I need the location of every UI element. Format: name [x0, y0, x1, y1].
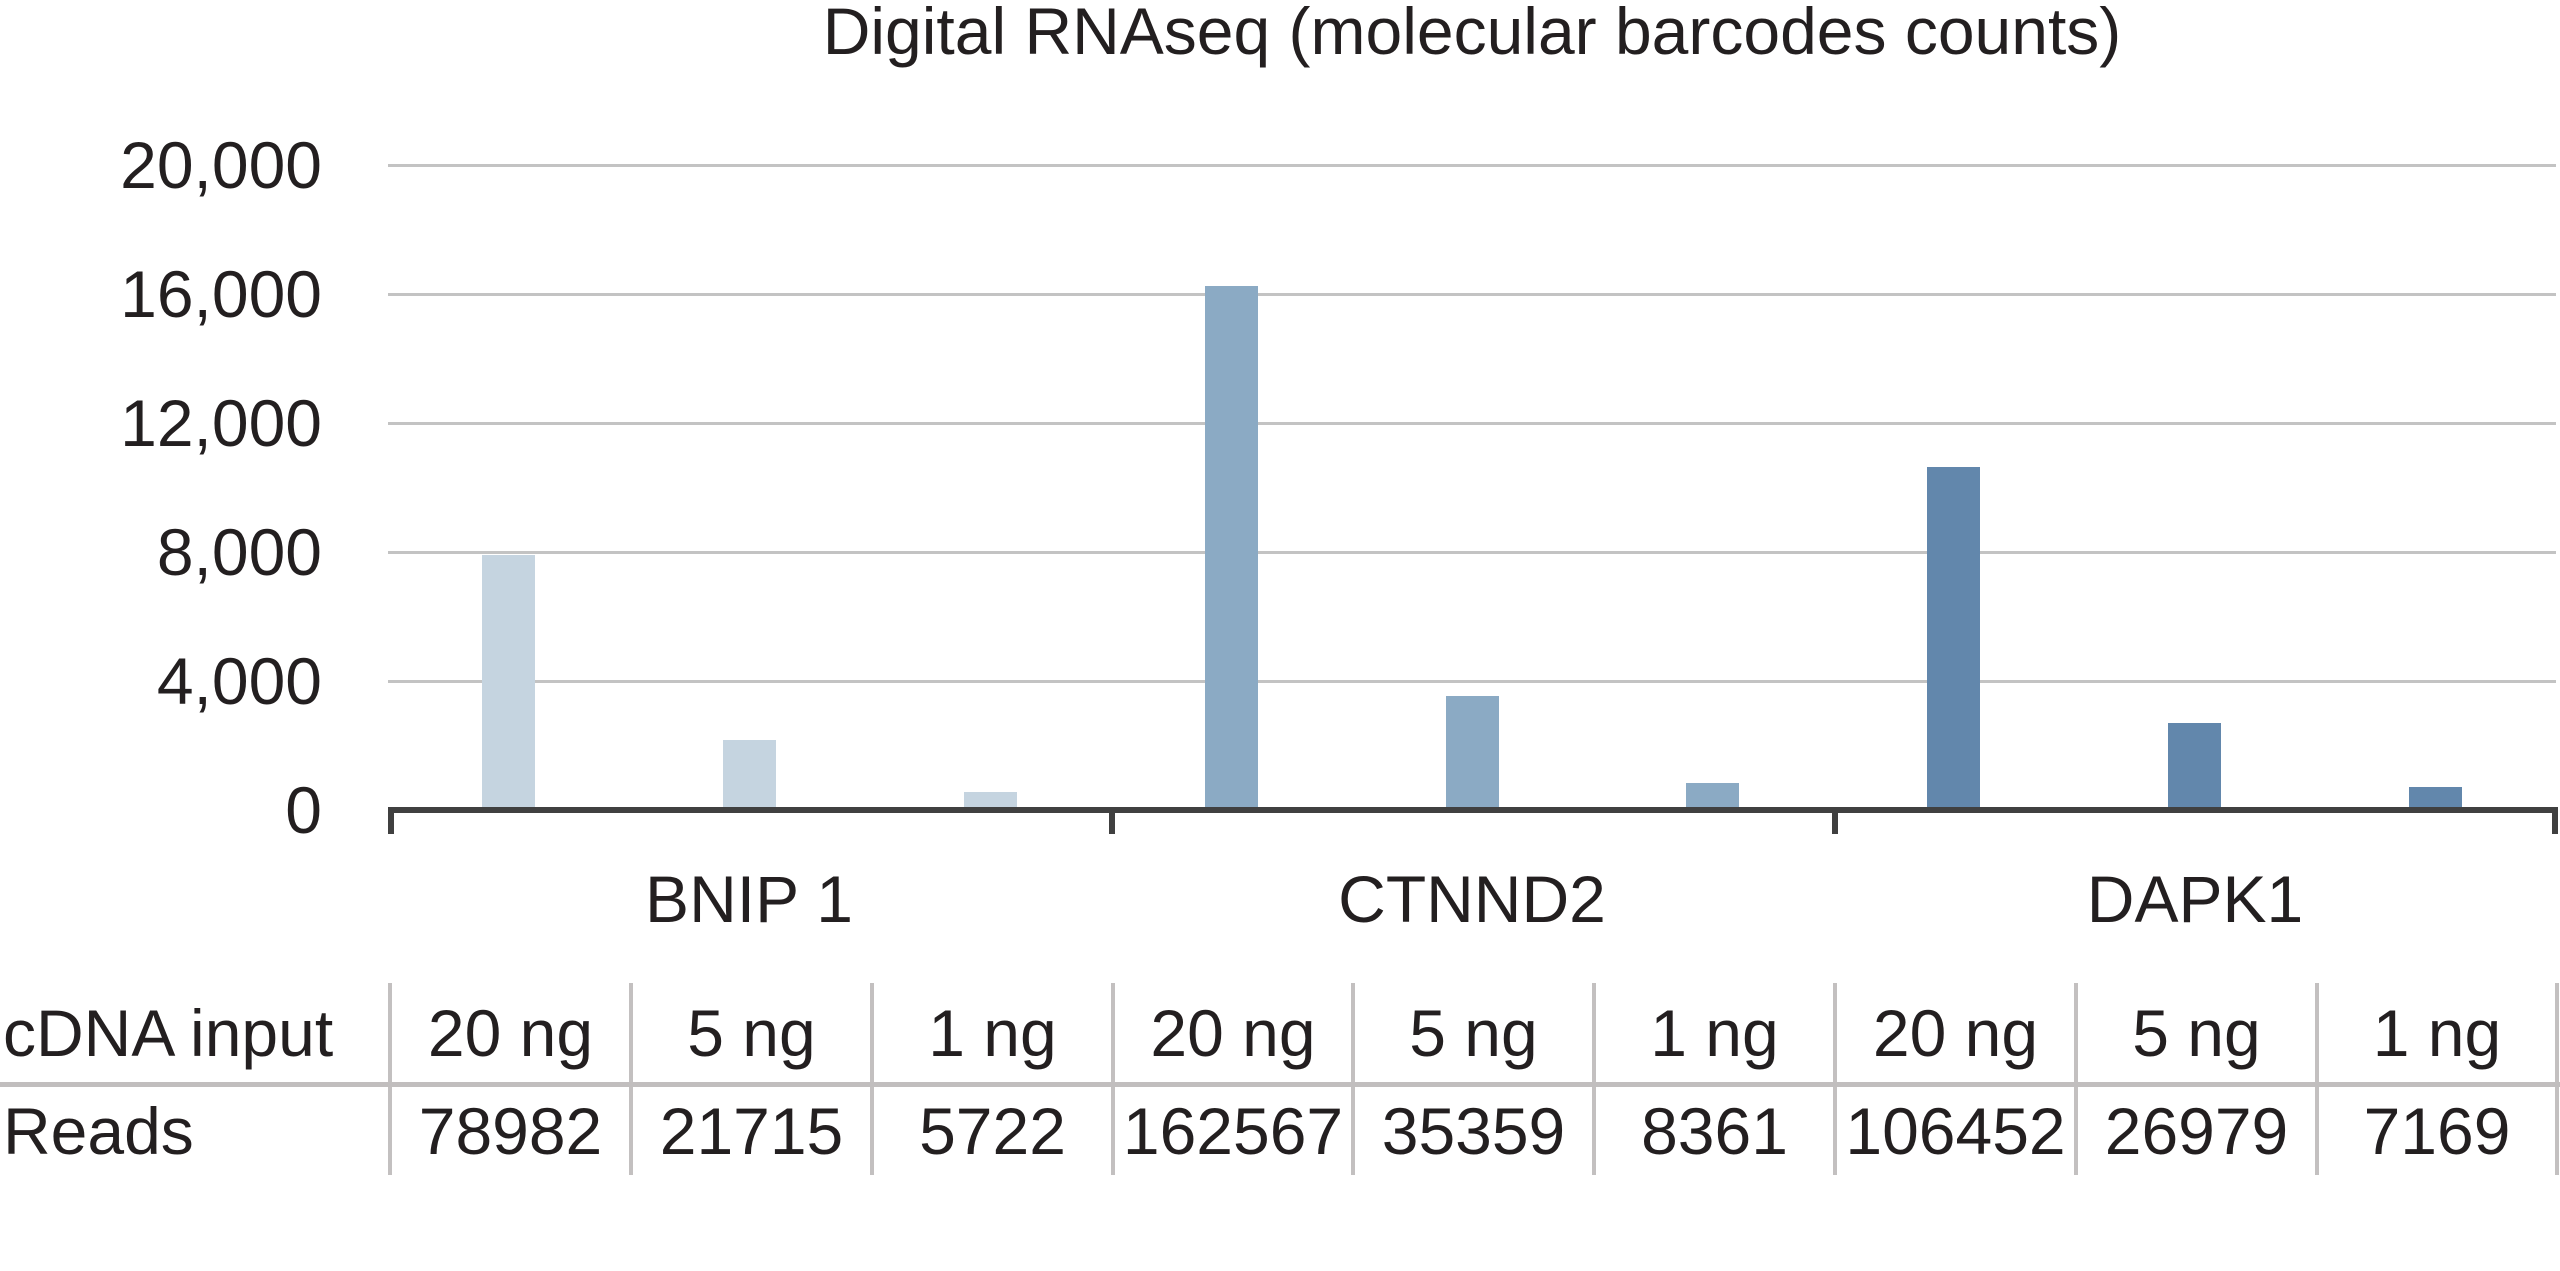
table-row-separator [0, 1082, 2560, 1087]
bar-BNIP1-20ng [481, 555, 535, 810]
x-axis-tick [1832, 807, 1838, 834]
table-divider [2555, 983, 2559, 1175]
table-reads-label: Reads [3, 1094, 194, 1168]
y-tick-label-12000: 12,000 [120, 386, 322, 460]
table-header-cell: 20 ng [1150, 995, 1316, 1070]
x-axis-tick [1109, 807, 1115, 834]
table-header-cell: 20 ng [427, 995, 594, 1070]
bar-CTNND2-20ng [1204, 286, 1258, 810]
bar-DAPK1-5ng [2168, 723, 2222, 810]
table-reads-cell: 35359 [1381, 1094, 1566, 1168]
bar-DAPK1-1ng [2409, 787, 2463, 810]
bar-CTNND2-1ng [1686, 783, 1740, 810]
x-axis-tick [388, 807, 394, 834]
table-divider [1351, 983, 1355, 1175]
table-divider [1592, 983, 1596, 1175]
table-header-cell: 5 ng [2132, 995, 2261, 1070]
table-divider [629, 983, 633, 1175]
table-reads-cell: 7169 [2363, 1094, 2511, 1168]
table-reads-cell: 162567 [1122, 1094, 1344, 1168]
x-axis-line [388, 807, 2558, 813]
bar-BNIP1-5ng [722, 740, 776, 810]
chart-title: Digital RNAseq (molecular barcodes count… [822, 0, 2122, 68]
table-reads-cell: 106452 [1845, 1094, 2066, 1168]
gridline-8000 [388, 551, 2556, 554]
table-header-cell: 1 ng [928, 995, 1057, 1070]
table-header-cell: 1 ng [1650, 995, 1779, 1070]
table-reads-cell: 5722 [919, 1094, 1066, 1168]
table-header-cell: 5 ng [1409, 995, 1538, 1070]
table-divider [2074, 983, 2078, 1175]
table-reads-cell: 8361 [1641, 1094, 1788, 1168]
table-divider [870, 983, 874, 1175]
y-tick-label-4000: 4,000 [156, 644, 322, 718]
gridline-16000 [388, 293, 2556, 296]
bar-DAPK1-20ng [1927, 467, 1981, 810]
y-tick-label-16000: 16,000 [120, 257, 322, 331]
table-divider [2315, 983, 2319, 1175]
gridline-4000 [388, 680, 2556, 683]
table-header-cell: 1 ng [2372, 995, 2502, 1070]
gridline-12000 [388, 422, 2556, 425]
y-tick-label-0: 0 [285, 773, 322, 847]
group-label-bnip1: BNIP 1 [645, 862, 853, 936]
table-header-label: cDNA input [3, 995, 334, 1070]
group-label-dapk1: DAPK1 [2086, 862, 2304, 936]
table-reads-cell: 78982 [418, 1094, 603, 1168]
table-divider [1111, 983, 1115, 1175]
table-divider [1833, 983, 1837, 1175]
table-header-cell: 5 ng [687, 995, 816, 1070]
table-reads-cell: 21715 [659, 1094, 844, 1168]
bar-CTNND2-5ng [1445, 696, 1499, 810]
x-axis-tick [2552, 807, 2558, 834]
table-divider [388, 983, 392, 1175]
group-label-ctnnd2: CTNND2 [1338, 862, 1606, 936]
table-header-cell: 20 ng [1872, 995, 2039, 1070]
table-reads-cell: 26979 [2104, 1094, 2289, 1168]
y-tick-label-8000: 8,000 [156, 515, 322, 589]
y-tick-label-20000: 20,000 [120, 128, 322, 202]
gridline-20000 [388, 164, 2556, 167]
bar-BNIP1-1ng [963, 792, 1017, 810]
